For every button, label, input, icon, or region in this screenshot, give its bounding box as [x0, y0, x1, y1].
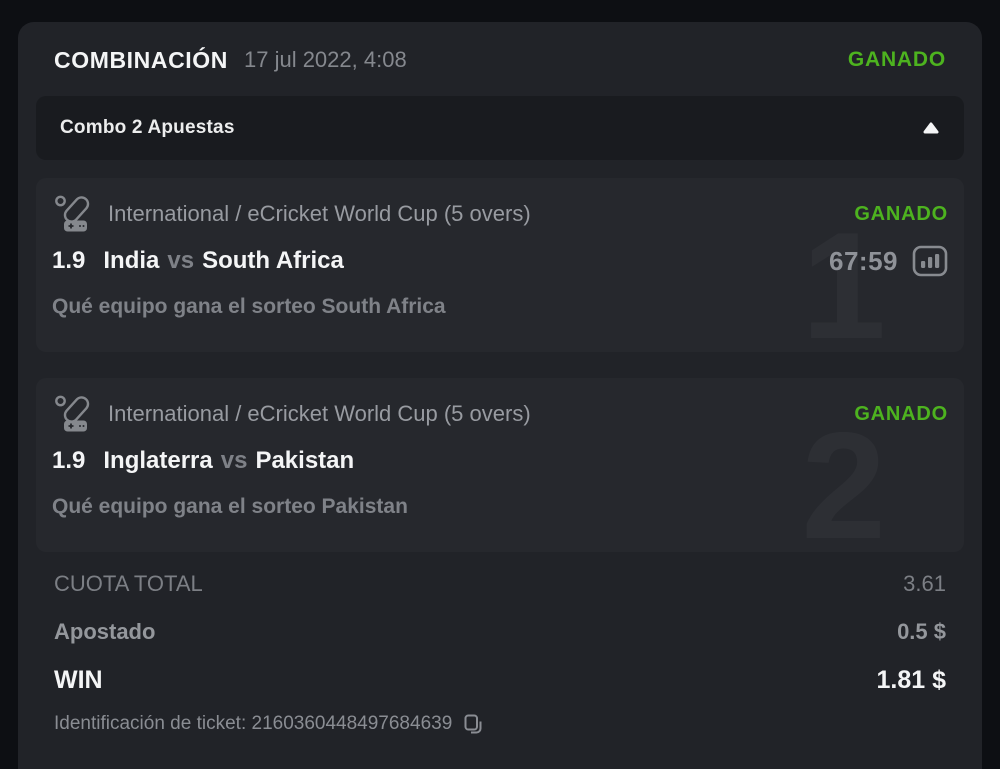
bet-index-watermark: 2 [801, 401, 886, 552]
ticket-totals: CUOTA TOTAL 3.61 Apostado 0.5 $ WIN 1.81… [18, 552, 982, 744]
bet-card-1: 1 [36, 178, 964, 352]
combo-label: Combo 2 Apuestas [60, 117, 235, 138]
league-name: International / eCricket World Cup (5 ov… [108, 401, 531, 426]
league-name: International / eCricket World Cup (5 ov… [108, 201, 531, 226]
combo-collapse-bar[interactable]: Combo 2 Apuestas [36, 96, 964, 160]
bets-list: 1 [18, 178, 982, 552]
total-odds-value: 3.61 [903, 571, 946, 596]
bet-index-watermark: 1 [801, 201, 886, 352]
ecricket-icon [52, 393, 94, 435]
bet-ticket-card: COMBINACIÓN 17 jul 2022, 4:08 GANADO Com… [18, 22, 982, 769]
match-time: 67:59 [829, 245, 898, 276]
match-title: Inglaterra vs Pakistan [103, 447, 354, 475]
bet-odds: 1.9 [52, 247, 86, 274]
stake-label: Apostado [54, 619, 156, 644]
market-outcome: Qué equipo gana el sorteo Pakistan [52, 495, 408, 518]
ticket-id-value: 2160360448497684639 [251, 713, 453, 734]
total-odds-label: CUOTA TOTAL [54, 571, 203, 596]
ticket-id-label: Identificación de ticket: [54, 713, 247, 734]
ticket-status-badge: GANADO [847, 48, 946, 71]
vs-separator: vs [167, 247, 195, 274]
market-outcome: Qué equipo gana el sorteo South Africa [52, 295, 446, 318]
bet-status-badge: GANADO [854, 402, 948, 425]
team-home: Inglaterra [103, 447, 213, 474]
win-label: WIN [54, 665, 103, 694]
stats-bars-icon[interactable] [912, 245, 948, 277]
bet-odds: 1.9 [52, 447, 86, 474]
copy-icon[interactable] [462, 713, 484, 735]
stake-value: 0.5 $ [897, 619, 946, 644]
bet-card-2: 2 [36, 378, 964, 552]
ticket-id-row: Identificación de ticket: 21603604484976… [54, 704, 946, 744]
ticket-header: COMBINACIÓN 17 jul 2022, 4:08 GANADO [18, 40, 982, 80]
ticket-type-title: COMBINACIÓN [54, 46, 228, 73]
match-title: India vs South Africa [103, 247, 344, 275]
team-away: Pakistan [255, 447, 355, 474]
ecricket-icon [52, 193, 94, 235]
ticket-datetime: 17 jul 2022, 4:08 [243, 47, 407, 72]
vs-separator: vs [220, 447, 248, 474]
win-value: 1.81 $ [876, 665, 946, 694]
team-away: South Africa [202, 247, 344, 274]
bet-status-badge: GANADO [854, 202, 948, 225]
chevron-up-icon[interactable] [922, 121, 940, 135]
team-home: India [103, 247, 160, 274]
